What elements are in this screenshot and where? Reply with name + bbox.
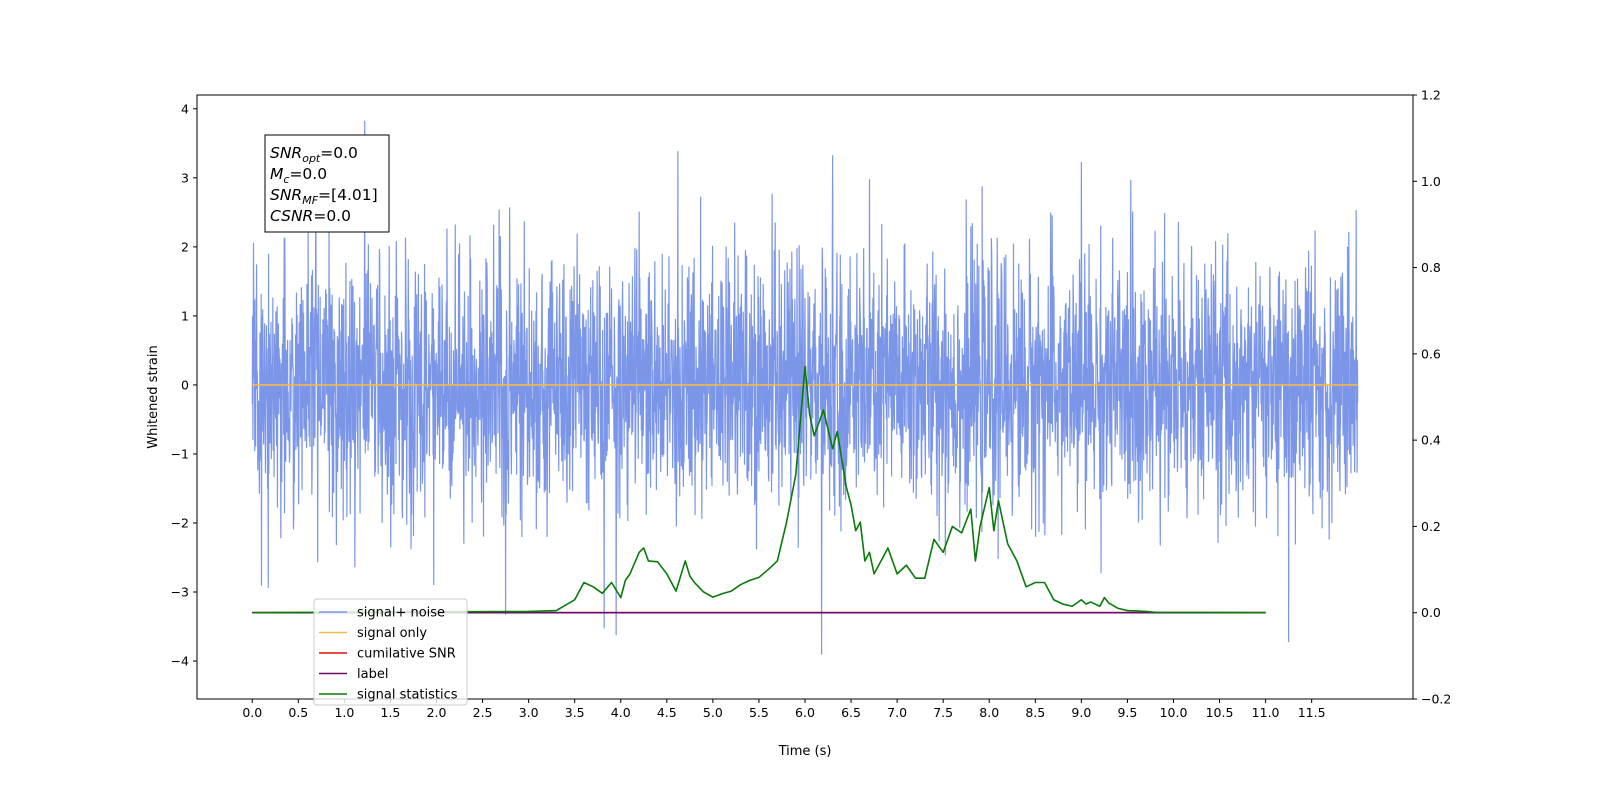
y-right-tick-label: 0.0: [1421, 605, 1441, 620]
y-left-tick-label: 3: [181, 170, 189, 185]
x-tick-label: 5.0: [703, 705, 723, 720]
legend-frame: [313, 598, 468, 706]
y-right-tick-label: 1.2: [1421, 88, 1441, 103]
y-left-tick-label: 1: [181, 308, 189, 323]
info-line: SNRopt=0.0: [270, 144, 358, 165]
info-value: =0.0: [313, 207, 351, 225]
y-left-tick-label: −3: [171, 585, 189, 600]
x-axis: 0.0 0.5 1.0 1.5 2.0 2.5 3.0 3.5 4.0 4.5 5.0 5.5 6.0 6…: [242, 699, 1326, 720]
x-tick-label: 9.0: [1071, 705, 1091, 720]
x-tick-label: 3.0: [519, 705, 539, 720]
y-left-tick-label: −1: [171, 446, 189, 461]
y-right-tick-label: 0.2: [1421, 519, 1441, 534]
y-left-tick-label: 4: [181, 101, 189, 116]
x-tick-label: 10.5: [1206, 705, 1234, 720]
x-tick-label: 0.0: [242, 705, 262, 720]
x-tick-label: 4.5: [657, 705, 677, 720]
info-line: CSNR=0.0: [270, 207, 351, 225]
x-tick-label: 8.0: [979, 705, 999, 720]
x-tick-label: 4.0: [611, 705, 631, 720]
info-subscript: MF: [302, 194, 318, 207]
y-left-tick-label: 2: [181, 239, 189, 254]
y-right-tick-label: 0.8: [1421, 260, 1441, 275]
x-tick-label: 11.5: [1298, 705, 1326, 720]
legend-label: label: [357, 667, 388, 682]
x-tick-label: 9.5: [1117, 705, 1137, 720]
info-symbol: CSNR: [270, 207, 313, 225]
y-left-tick-label: 0: [181, 377, 189, 392]
info-value: =0.0: [289, 165, 327, 183]
info-subscript: c: [283, 173, 289, 186]
y-axis-left: 4 3 2 1 0 −1 −2 −3 −4: [171, 101, 197, 669]
series-line-signal-noise: [251, 120, 1359, 655]
legend-label: signal only: [357, 626, 427, 641]
info-line: Mc=0.0: [270, 165, 327, 186]
legend-label: cumilative SNR: [357, 647, 456, 662]
x-tick-label: 7.0: [887, 705, 907, 720]
y-left-tick-label: −4: [171, 654, 189, 669]
series-layer: [251, 120, 1359, 655]
x-tick-label: 2.0: [427, 705, 447, 720]
legend-label: signal statistics: [357, 688, 458, 703]
x-tick-label: 2.5: [473, 705, 493, 720]
y-axis-label: Whitened strain: [146, 345, 161, 448]
y-left-tick-label: −2: [171, 515, 189, 530]
y-right-tick-label: −0.2: [1421, 692, 1451, 707]
legend: signal+ noise signal only cumilative SNR la…: [313, 598, 468, 706]
x-tick-label: 1.5: [381, 705, 401, 720]
info-symbol: SNR: [270, 144, 302, 162]
x-axis-label: Time (s): [778, 744, 832, 759]
info-line: SNRMF=[4.01]: [270, 186, 378, 207]
x-tick-label: 8.5: [1025, 705, 1045, 720]
x-tick-label: 7.5: [933, 705, 953, 720]
x-tick-label: 1.0: [334, 705, 354, 720]
info-symbol: SNR: [270, 186, 302, 204]
info-subscript: opt: [302, 152, 321, 165]
y-right-tick-label: 0.6: [1421, 346, 1441, 361]
info-value: =0.0: [320, 144, 358, 162]
y-axis-right: 1.2 1.0 0.8 0.6 0.4 0.2 0.0 −0.2: [1413, 88, 1451, 707]
x-tick-label: 11.0: [1252, 705, 1280, 720]
x-tick-label: 6.0: [795, 705, 815, 720]
y-right-tick-label: 0.4: [1421, 433, 1441, 448]
x-tick-label: 6.5: [841, 705, 861, 720]
info-symbol: M: [270, 165, 283, 183]
legend-label: signal+ noise: [357, 606, 445, 621]
y-right-tick-label: 1.0: [1421, 174, 1441, 189]
x-tick-label: 5.5: [749, 705, 769, 720]
info-value: =[4.01]: [318, 186, 378, 204]
series-line-signal-statistics: [252, 366, 1266, 614]
x-tick-label: 0.5: [288, 705, 308, 720]
x-tick-label: 10.0: [1160, 705, 1188, 720]
x-tick-label: 3.5: [565, 705, 585, 720]
info-box-frame: [264, 134, 390, 233]
